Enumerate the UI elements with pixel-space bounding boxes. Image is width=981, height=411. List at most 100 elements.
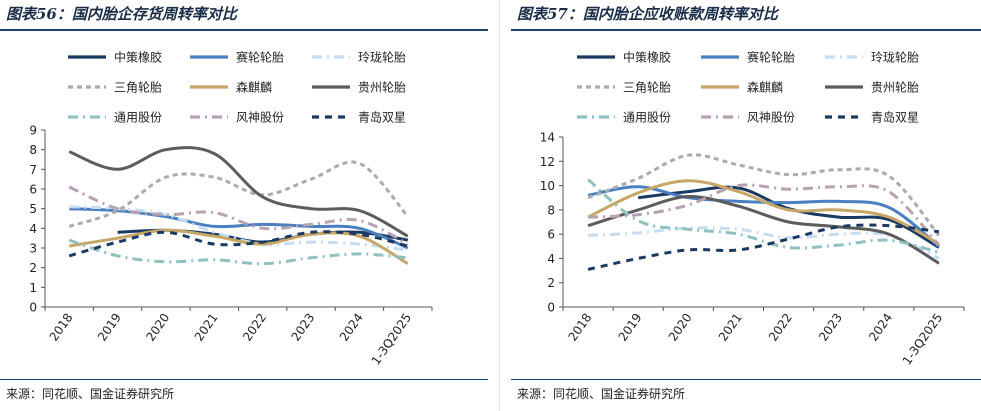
y-tick-label: 5 — [29, 202, 37, 216]
series-line-7 — [68, 238, 408, 266]
series-line-7 — [587, 178, 940, 254]
y-tick-label: 9 — [29, 124, 37, 138]
x-tick-label: 2019 — [616, 311, 645, 344]
legend-label: 贵州轮胎 — [358, 81, 406, 95]
series-line-4 — [587, 153, 941, 237]
x-tick-label: 1-3Q2025 — [369, 311, 415, 368]
y-tick-label: 6 — [29, 183, 37, 197]
legend-label: 三角轮胎 — [114, 81, 162, 95]
x-tick-label: 2022 — [766, 311, 795, 344]
legend-label: 青岛双星 — [871, 110, 919, 125]
series-line-5 — [587, 179, 940, 246]
y-tick-label: 6 — [547, 228, 555, 242]
chart-panel-receivables: 图表57：国内胎企应收账款周转率对比 中策橡胶 赛轮轮胎 玲珑轮胎三角轮胎 森麒麟 贵州… — [511, 0, 981, 411]
series-line-4 — [68, 160, 409, 228]
y-tick-label: 1 — [29, 281, 37, 295]
y-tick-label: 7 — [29, 163, 37, 177]
y-tick-label: 2 — [547, 276, 555, 290]
legend-item-5: 森麒麟 — [701, 80, 783, 95]
legend-item-7: 通用股份 — [577, 111, 671, 125]
bottom-rule — [0, 379, 488, 380]
title-rule — [511, 29, 981, 31]
legend-item-4: 三角轮胎 — [577, 81, 671, 95]
legend-item-3: 玲珑轮胎 — [825, 51, 919, 65]
y-tick-label: 3 — [29, 242, 37, 256]
legend-item-7: 通用股份 — [68, 111, 162, 125]
y-tick-label: 14 — [540, 131, 555, 145]
legend-item-2: 赛轮轮胎 — [701, 50, 795, 65]
legend-item-2: 赛轮轮胎 — [190, 50, 284, 65]
y-tick-label: 10 — [540, 179, 555, 193]
series-line-2 — [69, 207, 409, 250]
x-tick-label: 2020 — [666, 311, 695, 344]
axes: 0 2 4 6 8 10 12 14 2018 2019 2020 2021 2022 2023 2024 1… — [540, 131, 965, 368]
legend-item-9: 青岛双星 — [825, 110, 919, 125]
legend-label: 风神股份 — [747, 111, 795, 125]
legend-label: 赛轮轮胎 — [236, 50, 284, 65]
x-tick-label: 2022 — [240, 311, 269, 344]
x-tick-label: 2021 — [192, 311, 221, 344]
y-tick-label: 4 — [29, 222, 37, 236]
legend-item-3: 玲珑轮胎 — [312, 51, 406, 65]
legend-label: 贵州轮胎 — [871, 81, 919, 95]
bottom-rule — [511, 379, 981, 380]
series-line-5 — [68, 228, 409, 266]
x-tick-label: 2019 — [95, 311, 124, 344]
legend-label: 中策橡胶 — [623, 50, 671, 65]
legend-label: 通用股份 — [114, 111, 162, 125]
series-line-9 — [587, 223, 940, 271]
y-tick-label: 12 — [540, 155, 555, 169]
series-line-9 — [68, 230, 409, 258]
legend-item-8: 风神股份 — [701, 111, 795, 125]
legend-item-9: 青岛双星 — [312, 110, 406, 125]
legend-item-1: 中策橡胶 — [577, 50, 671, 65]
chart-title: 图表56：国内胎企存货周转率对比 — [6, 5, 237, 23]
x-tick-label: 2024 — [337, 311, 366, 344]
legend-label: 玲珑轮胎 — [358, 51, 406, 65]
source-note: 来源：同花顺、国金证券研究所 — [517, 387, 686, 401]
legend-label: 通用股份 — [623, 111, 671, 125]
y-tick-label: 8 — [547, 203, 555, 217]
x-tick-label: 2018 — [566, 311, 595, 344]
legend-item-4: 三角轮胎 — [68, 81, 162, 95]
x-tick-label: 2023 — [816, 311, 845, 344]
x-tick-label: 2020 — [143, 311, 172, 344]
legend-label: 中策橡胶 — [114, 50, 162, 65]
source-note: 来源：同花顺、国金证券研究所 — [6, 387, 175, 401]
series-line-6 — [587, 194, 940, 265]
x-tick-label: 2024 — [866, 311, 895, 344]
legend-label: 三角轮胎 — [623, 81, 671, 95]
series-line-8 — [68, 185, 409, 246]
y-tick-label: 8 — [29, 143, 37, 157]
series-lines — [587, 153, 941, 271]
series-line-8 — [588, 183, 941, 247]
legend-label: 森麒麟 — [747, 80, 783, 95]
legend-item-6: 贵州轮胎 — [312, 81, 406, 95]
x-tick-label: 1-3Q2025 — [900, 311, 946, 368]
legend-item-8: 风神股份 — [190, 111, 284, 125]
legend-label: 风神股份 — [236, 111, 284, 125]
series-lines — [68, 146, 409, 266]
legend-item-1: 中策橡胶 — [68, 50, 162, 65]
series-line-6 — [68, 146, 409, 238]
x-tick-label: 2018 — [47, 311, 76, 344]
title-rule — [0, 29, 488, 31]
x-tick-label: 2023 — [289, 311, 318, 344]
legend-label: 玲珑轮胎 — [871, 51, 919, 65]
legend-item-6: 贵州轮胎 — [825, 81, 919, 95]
panel-divider — [499, 0, 500, 411]
y-tick-label: 2 — [29, 261, 37, 275]
chart-title: 图表57：国内胎企应收账款周转率对比 — [517, 5, 778, 23]
legend-label: 森麒麟 — [236, 80, 272, 95]
legend-label: 青岛双星 — [358, 110, 406, 125]
legend-label: 赛轮轮胎 — [747, 50, 795, 65]
x-tick-label: 2021 — [716, 311, 745, 344]
chart-panel-inventory: 图表56：国内胎企存货周转率对比 中策橡胶 赛轮轮胎 玲珑轮胎三角轮胎 森麒麟 贵州轮胎… — [0, 0, 488, 411]
legend-item-5: 森麒麟 — [190, 80, 272, 95]
y-tick-label: 4 — [547, 252, 555, 266]
y-tick-label: 0 — [547, 301, 555, 315]
